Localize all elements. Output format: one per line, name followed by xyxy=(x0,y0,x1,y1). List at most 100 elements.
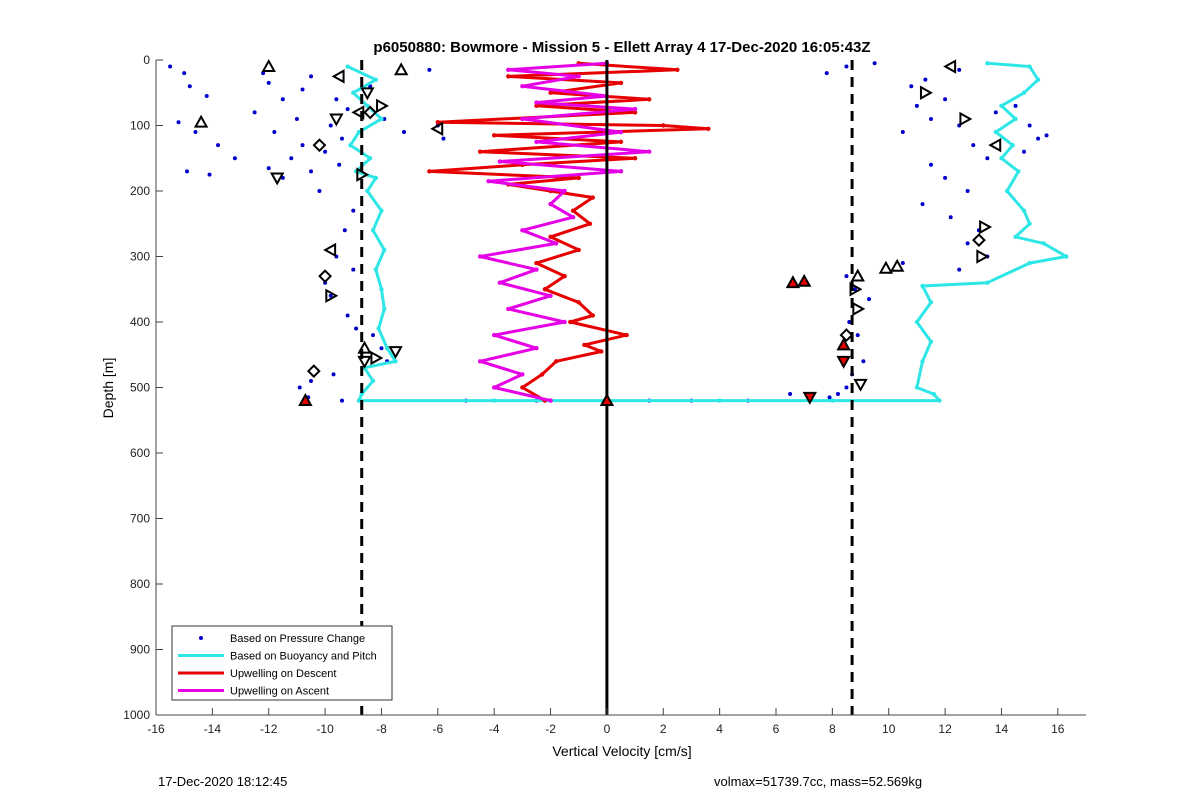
series-1-point-11 xyxy=(379,208,384,213)
pressure-point-5 xyxy=(193,130,198,135)
marker-down-tri-3-2 xyxy=(269,172,285,186)
marker-up-tri-5-3 xyxy=(298,393,313,406)
series-2-point-21 xyxy=(570,208,576,213)
pressure-point-16 xyxy=(300,143,305,148)
pressure-point-62 xyxy=(847,320,852,324)
series-1-point-49 xyxy=(999,103,1004,109)
pressure-point-44 xyxy=(297,385,302,390)
series-2-point-26 xyxy=(562,273,567,279)
marker-up-tri-5-0 xyxy=(785,275,801,289)
marker-right-tri-2-0 xyxy=(376,98,390,114)
reference-lines xyxy=(360,60,854,715)
pressure-point-29 xyxy=(337,162,342,167)
series-2-point-9 xyxy=(661,123,666,128)
x-tick-label-11: 6 xyxy=(773,722,780,736)
marker-right-tri-2-4 xyxy=(849,282,863,297)
pressure-point-75 xyxy=(914,103,919,108)
marker-left-tri-1-2 xyxy=(323,242,337,258)
pressure-point-28 xyxy=(323,149,328,154)
marker-diamond-4-5 xyxy=(971,233,986,248)
pressure-point-27 xyxy=(340,136,344,141)
series-3-point-29 xyxy=(491,385,497,390)
pressure-point-22 xyxy=(300,87,305,92)
pressure-point-37 xyxy=(354,326,359,331)
pressure-point-46 xyxy=(340,398,344,403)
legend-swatch-0 xyxy=(199,636,203,640)
series-3-point-27 xyxy=(477,359,483,364)
x-tick-label-3: -10 xyxy=(316,722,334,736)
marker-right-tri-2-3 xyxy=(370,350,384,366)
series-2-point-13 xyxy=(477,149,483,154)
series-3-point-7 xyxy=(520,116,525,122)
series-1-point-2 xyxy=(351,90,356,95)
marker-right-tri-2-1 xyxy=(356,167,370,182)
series-1-point-50 xyxy=(1021,90,1027,95)
series-2-point-5 xyxy=(646,97,652,102)
series-1-point-27 xyxy=(830,398,835,403)
series-3-point-1 xyxy=(506,67,511,73)
series-1-point-32 xyxy=(928,339,934,344)
series-1-point-16 xyxy=(382,306,387,312)
series-2-point-31 xyxy=(624,332,629,338)
pressure-point-26 xyxy=(328,123,333,128)
marker-up-tri-5-4 xyxy=(599,393,615,406)
y-tick-label-3: 300 xyxy=(130,250,150,264)
series-2-point-27 xyxy=(542,287,548,292)
series-1-point-0 xyxy=(345,64,350,69)
series-1-point-28 xyxy=(937,398,942,403)
series-1-point-36 xyxy=(985,280,990,285)
series-2-point-33 xyxy=(599,349,604,354)
marker-down-tri-6-1 xyxy=(836,355,851,369)
marker-diamond-4-0 xyxy=(363,105,378,120)
series-1-point-12 xyxy=(370,228,376,233)
x-tick-label-7: -2 xyxy=(545,722,556,736)
series-1-point-18 xyxy=(384,346,390,351)
pressure-point-8 xyxy=(185,169,189,174)
series-1-point-47 xyxy=(993,129,999,135)
series-3-point-21 xyxy=(497,280,503,285)
series-2-point-25 xyxy=(534,260,539,266)
pressure-point-6 xyxy=(216,143,220,148)
pressure-point-70 xyxy=(824,71,829,76)
series-1-point-33 xyxy=(914,319,920,325)
series-1-point-10 xyxy=(365,188,370,194)
series-2-point-10 xyxy=(706,126,711,131)
y-axis-label: Depth [m] xyxy=(100,358,116,419)
series-3-point-17 xyxy=(520,228,525,233)
y-tick-label-1: 100 xyxy=(130,119,150,133)
series-1-point-39 xyxy=(1041,241,1046,246)
series-1-point-35 xyxy=(920,283,925,289)
series-2-point-29 xyxy=(590,313,596,318)
series-3-point-9 xyxy=(534,139,539,145)
footer-mass-info: volmax=51739.7cc, mass=52.569kg xyxy=(714,774,923,789)
series-2-point-36 xyxy=(520,385,525,390)
marker-up-tri-0-0 xyxy=(261,58,276,72)
series-3-point-2 xyxy=(576,74,581,79)
series-3-point-10 xyxy=(646,149,652,154)
marker-right-tri-2-8 xyxy=(979,219,993,235)
pressure-point-77 xyxy=(900,130,905,135)
series-1-point-43 xyxy=(1004,188,1010,194)
series-3-point-28 xyxy=(520,372,525,377)
marker-right-tri-2-2 xyxy=(325,288,339,303)
series-1-point-9 xyxy=(373,175,379,181)
series-2-point-17 xyxy=(576,175,581,181)
series-2-point-7 xyxy=(632,110,638,115)
x-tick-label-10: 4 xyxy=(716,722,723,736)
series-1-point-3 xyxy=(365,103,370,109)
series-3-point-15 xyxy=(548,201,553,207)
pressure-point-83 xyxy=(943,175,948,180)
series-3-point-6 xyxy=(632,106,638,112)
series-2-point-4 xyxy=(548,90,553,95)
series-2-point-30 xyxy=(568,319,573,325)
pressure-point-35 xyxy=(328,293,333,298)
series-3-point-3 xyxy=(520,84,525,89)
legend-entry-0: Based on Pressure Change xyxy=(230,633,365,645)
marker-down-tri-3-3 xyxy=(388,346,403,360)
x-tick-label-13: 10 xyxy=(882,722,896,736)
pressure-point-52 xyxy=(427,67,432,72)
series-3-point-5 xyxy=(534,100,539,105)
pressure-point-80 xyxy=(971,143,976,148)
series-1-point-53 xyxy=(985,61,990,66)
marker-left-tri-1-5 xyxy=(988,137,1002,153)
